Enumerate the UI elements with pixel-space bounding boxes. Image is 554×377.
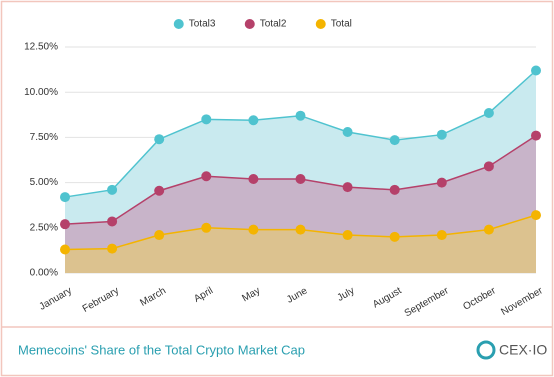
- point: [201, 171, 212, 182]
- point: [436, 129, 447, 140]
- legend-item: Total3: [173, 19, 216, 30]
- point: [436, 230, 447, 241]
- point: [483, 161, 494, 172]
- area: [65, 215, 536, 273]
- point: [295, 173, 306, 184]
- point: [342, 230, 353, 241]
- point: [201, 222, 212, 233]
- point: [389, 231, 400, 242]
- y-tick-label: 5.00%: [30, 177, 58, 188]
- point: [531, 130, 541, 141]
- point: [483, 107, 494, 118]
- legend-label: Total2: [260, 19, 287, 30]
- point: [389, 184, 400, 195]
- point: [154, 134, 165, 145]
- point: [248, 224, 259, 235]
- point: [342, 182, 353, 193]
- point: [248, 115, 259, 126]
- legend-label: Total: [331, 19, 352, 30]
- point: [107, 216, 118, 227]
- point: [295, 224, 306, 235]
- point: [295, 110, 306, 121]
- point: [60, 192, 70, 203]
- logo-text: CEX·IO: [499, 342, 547, 358]
- point: [342, 126, 353, 137]
- y-tick-label: 0.00%: [30, 268, 58, 279]
- legend-marker: [173, 19, 184, 29]
- point: [154, 185, 165, 196]
- point: [107, 243, 118, 254]
- logo-icon: [476, 340, 496, 360]
- point: [60, 244, 70, 255]
- point: [201, 114, 212, 125]
- point: [483, 224, 494, 235]
- legend-marker: [244, 19, 255, 29]
- point: [531, 210, 541, 221]
- legend-label: Total3: [189, 19, 216, 30]
- point: [107, 184, 118, 195]
- caption: Memecoins' Share of the Total Crypto Mar…: [18, 342, 305, 357]
- y-tick-label: 10.00%: [24, 87, 58, 98]
- point: [60, 219, 70, 230]
- y-tick-label: 12.50%: [24, 42, 58, 53]
- legend-item: Total2: [244, 19, 287, 30]
- logo: CEX·IO: [476, 340, 547, 360]
- point: [436, 177, 447, 188]
- y-tick-label: 2.50%: [30, 222, 58, 233]
- point: [389, 135, 400, 146]
- legend-item: Total: [315, 19, 352, 30]
- point: [248, 173, 259, 184]
- point: [154, 230, 165, 241]
- point: [531, 65, 541, 76]
- y-tick-label: 7.50%: [30, 132, 58, 143]
- legend-marker: [315, 19, 326, 29]
